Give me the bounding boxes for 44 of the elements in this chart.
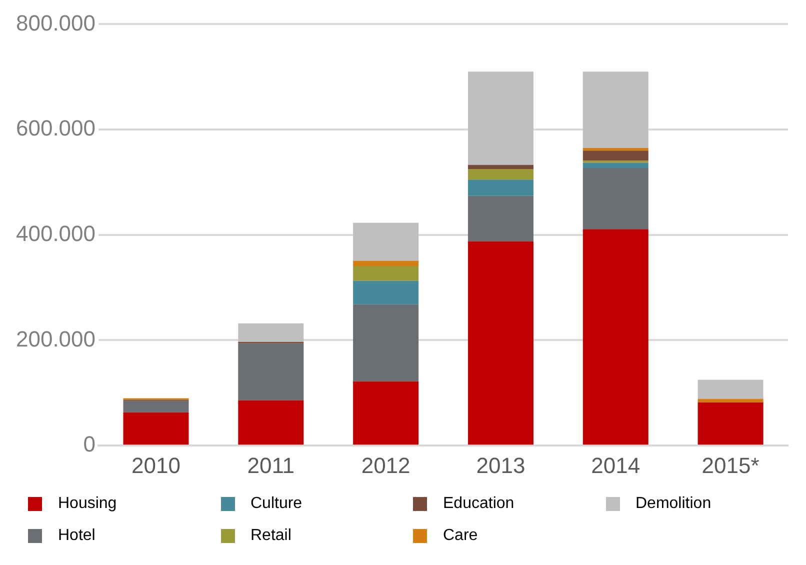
bar — [353, 222, 419, 261]
legend-label: Education — [443, 495, 514, 513]
bar — [353, 260, 419, 266]
y-tick-label: 800.000 — [16, 10, 96, 36]
bar — [353, 280, 419, 304]
y-tick-label: 200.000 — [16, 326, 96, 352]
legend-label: Housing — [58, 495, 117, 513]
y-tick-label: 0 — [83, 432, 96, 457]
bar — [468, 196, 534, 242]
bar — [582, 168, 648, 230]
bar — [468, 164, 534, 170]
x-tick-label: 2013 — [476, 452, 526, 478]
bar — [123, 400, 189, 412]
x-tick-label: 2012 — [361, 452, 410, 478]
bar — [238, 343, 304, 400]
x-tick-label: 2011 — [247, 452, 295, 478]
bar — [353, 381, 419, 445]
x-tick-label: 2010 — [132, 452, 180, 478]
bar — [123, 412, 189, 445]
bar — [582, 148, 648, 151]
legend-label: Demolition — [636, 495, 712, 513]
bar — [468, 241, 534, 445]
bar — [238, 400, 304, 445]
legend-label: Culture — [250, 495, 302, 513]
bar — [582, 162, 648, 168]
bar — [582, 229, 648, 445]
bar — [353, 304, 419, 382]
y-tick-label: 400.000 — [16, 220, 96, 246]
legend-label: Hotel — [58, 527, 96, 545]
bar — [468, 72, 534, 165]
x-tick-label: 2015* — [702, 452, 760, 478]
bar — [698, 380, 764, 399]
bar — [698, 398, 764, 402]
bar — [468, 169, 534, 180]
bar — [582, 150, 648, 161]
bar — [468, 180, 534, 196]
legend-label: Care — [443, 527, 478, 545]
legend-label: Retail — [250, 527, 292, 545]
bar — [698, 402, 764, 445]
bar — [238, 323, 304, 342]
bar — [582, 72, 648, 148]
bar — [353, 266, 419, 281]
y-tick-label: 600.000 — [16, 116, 96, 141]
x-tick-label: 2014 — [591, 452, 640, 478]
